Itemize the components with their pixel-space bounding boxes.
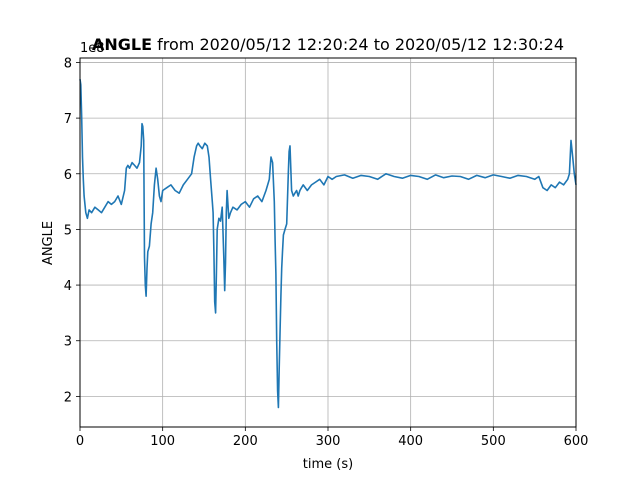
x-tick-label: 500 — [481, 434, 506, 449]
x-tick-label: 0 — [76, 434, 84, 449]
chart-title: ANGLE from 2020/05/12 12:20:24 to 2020/0… — [92, 35, 564, 54]
y-tick-label: 8 — [64, 56, 72, 71]
x-tick-label: 600 — [564, 434, 589, 449]
x-axis-label: time (s) — [303, 457, 353, 472]
angle-series-line — [79, 78, 577, 409]
x-tick-label: 100 — [150, 434, 175, 449]
grid — [79, 58, 577, 427]
y-tick-label: 6 — [64, 168, 72, 183]
y-tick-label: 3 — [64, 335, 72, 350]
y-tick-label: 5 — [64, 223, 72, 238]
x-tick-label: 200 — [233, 434, 258, 449]
chart-title-bold: ANGLE — [92, 35, 152, 54]
y-tick-label: 7 — [64, 112, 72, 127]
y-offset-label: 1e8 — [80, 41, 105, 56]
chart-title-rest: from 2020/05/12 12:20:24 to 2020/05/12 1… — [152, 35, 564, 54]
y-tick-label: 4 — [64, 279, 72, 294]
y-tick-label: 2 — [64, 390, 72, 405]
x-tick-label: 400 — [398, 434, 423, 449]
x-tick-label: 300 — [316, 434, 341, 449]
tick-marks — [76, 62, 577, 431]
y-axis-label: ANGLE — [41, 221, 56, 265]
